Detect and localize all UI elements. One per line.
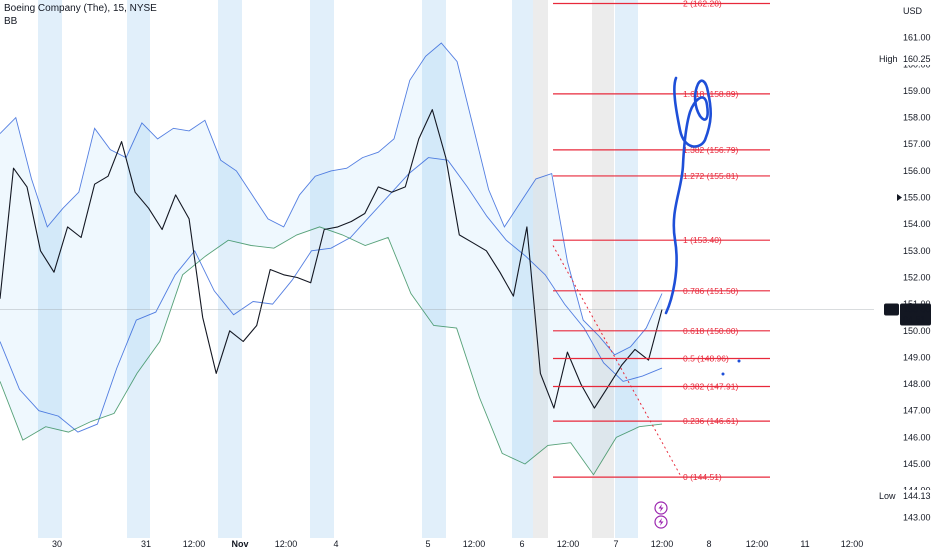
high-label: High (879, 54, 898, 64)
price-tick-label: 147.00 (903, 406, 931, 416)
freehand-drawing[interactable] (664, 76, 712, 315)
time-tick-label: 12:00 (651, 539, 674, 549)
low-value-box (901, 490, 932, 502)
high-value: 160.25 (903, 54, 931, 64)
currency-label: USD (903, 6, 923, 16)
last-price-label: 150.80 (903, 304, 931, 314)
time-tick-label: 31 (141, 539, 151, 549)
fib-level-label: 0.382 (147.91) (683, 381, 738, 391)
fib-level-label: 1 (153.40) (683, 235, 722, 245)
price-tick-label: 148.00 (903, 379, 931, 389)
freehand-stroke[interactable] (664, 76, 712, 315)
price-tick-label: 156.00 (903, 166, 931, 176)
time-tick-label: 5 (425, 539, 430, 549)
price-tick-label: 153.00 (903, 246, 931, 256)
scroll-arrow-icon[interactable] (897, 194, 902, 201)
session-band (218, 0, 242, 538)
fib-level-label: 0.786 (151.50) (683, 286, 738, 296)
projection-dot (721, 372, 725, 376)
bollinger-band-fill (0, 43, 662, 475)
symbol-label: BA (886, 304, 898, 314)
time-tick-label: 8 (706, 539, 711, 549)
session-band (615, 0, 638, 538)
time-tick-label: 12:00 (275, 539, 298, 549)
time-tick-label: 4 (333, 539, 338, 549)
fib-level-label: 1.382 (156.79) (683, 145, 738, 155)
fib-level-label: 1.618 (158.89) (683, 89, 738, 99)
price-tick-label: 149.00 (903, 352, 931, 362)
chart-series (0, 42, 874, 476)
weekend-band (533, 0, 548, 538)
session-bands (38, 0, 638, 538)
price-tick-label: 159.00 (903, 86, 931, 96)
price-tick-label: 152.00 (903, 272, 931, 282)
time-tick-label: 12:00 (463, 539, 486, 549)
projection-dot (737, 359, 741, 363)
fib-level-label: 1.272 (155.81) (683, 171, 738, 181)
price-line (0, 109, 663, 409)
bb-upper-line (0, 42, 663, 356)
fib-level-label: 0 (144.51) (683, 472, 722, 482)
time-tick-label: 12:00 (746, 539, 769, 549)
session-band (38, 0, 62, 538)
time-tick-label: 30 (52, 539, 62, 549)
indicator-label[interactable]: BB (4, 16, 18, 27)
bolt-glyph (658, 504, 664, 512)
fib-level-label: 0.236 (146.61) (683, 416, 738, 426)
price-tick-label: 150.00 (903, 326, 931, 336)
price-axis-background (874, 0, 932, 550)
price-tick-label: 146.00 (903, 432, 931, 442)
session-band (512, 0, 536, 538)
time-tick-label: 7 (613, 539, 618, 549)
time-tick-label: 12:00 (557, 539, 580, 549)
session-band (310, 0, 334, 538)
price-tick-label: 157.00 (903, 139, 931, 149)
symbol-tag (884, 303, 899, 316)
price-tick-label: 158.00 (903, 113, 931, 123)
low-label: Low (879, 491, 896, 501)
bolt-glyph (658, 518, 664, 526)
session-band (422, 0, 446, 538)
projection-dots (721, 359, 741, 376)
fibonacci-retracement[interactable]: 0 (144.51) 0.236 (146.61) 0.382 (147.91) 0.… (552, 0, 770, 482)
time-axis-background (0, 538, 874, 550)
bb-lower-line (0, 226, 663, 476)
price-tick-label: 155.00 (903, 193, 931, 203)
price-axis[interactable]: USD143.00144.00145.00146.00147.00148.001… (874, 0, 932, 550)
countdown-label: 04:51 (903, 314, 926, 324)
price-tick-label: 161.00 (903, 33, 931, 43)
time-axis[interactable]: 30 31 12:00 Nov 12:00 4 5 12:00 6 12:00 7 12:00 8 12:… (0, 538, 874, 550)
event-icons[interactable] (654, 501, 668, 529)
time-tick-label: Nov (231, 539, 248, 549)
fib-level-label: 2 (162.28) (683, 0, 722, 9)
time-tick-label: 12:00 (183, 539, 206, 549)
session-band (127, 0, 150, 538)
time-tick-label: 11 (800, 539, 809, 549)
price-tick-label: 143.00 (903, 512, 931, 522)
low-value: 144.13 (903, 491, 931, 501)
time-tick-label: 12:00 (841, 539, 864, 549)
fib-level-label: 0.618 (150.00) (683, 326, 738, 336)
bb-basis-line (0, 157, 663, 433)
bb-band-area (0, 43, 662, 475)
time-tick-label: 6 (519, 539, 524, 549)
price-tick-label: 145.00 (903, 459, 931, 469)
trend-line[interactable] (552, 245, 681, 475)
price-tick-label: 154.00 (903, 219, 931, 229)
fib-level-label: 0.5 (148.96) (683, 354, 729, 364)
last-price-tag (900, 303, 931, 326)
high-value-box (901, 53, 932, 65)
chart-title: Boeing Company (The), 15, NYSE (4, 3, 157, 14)
